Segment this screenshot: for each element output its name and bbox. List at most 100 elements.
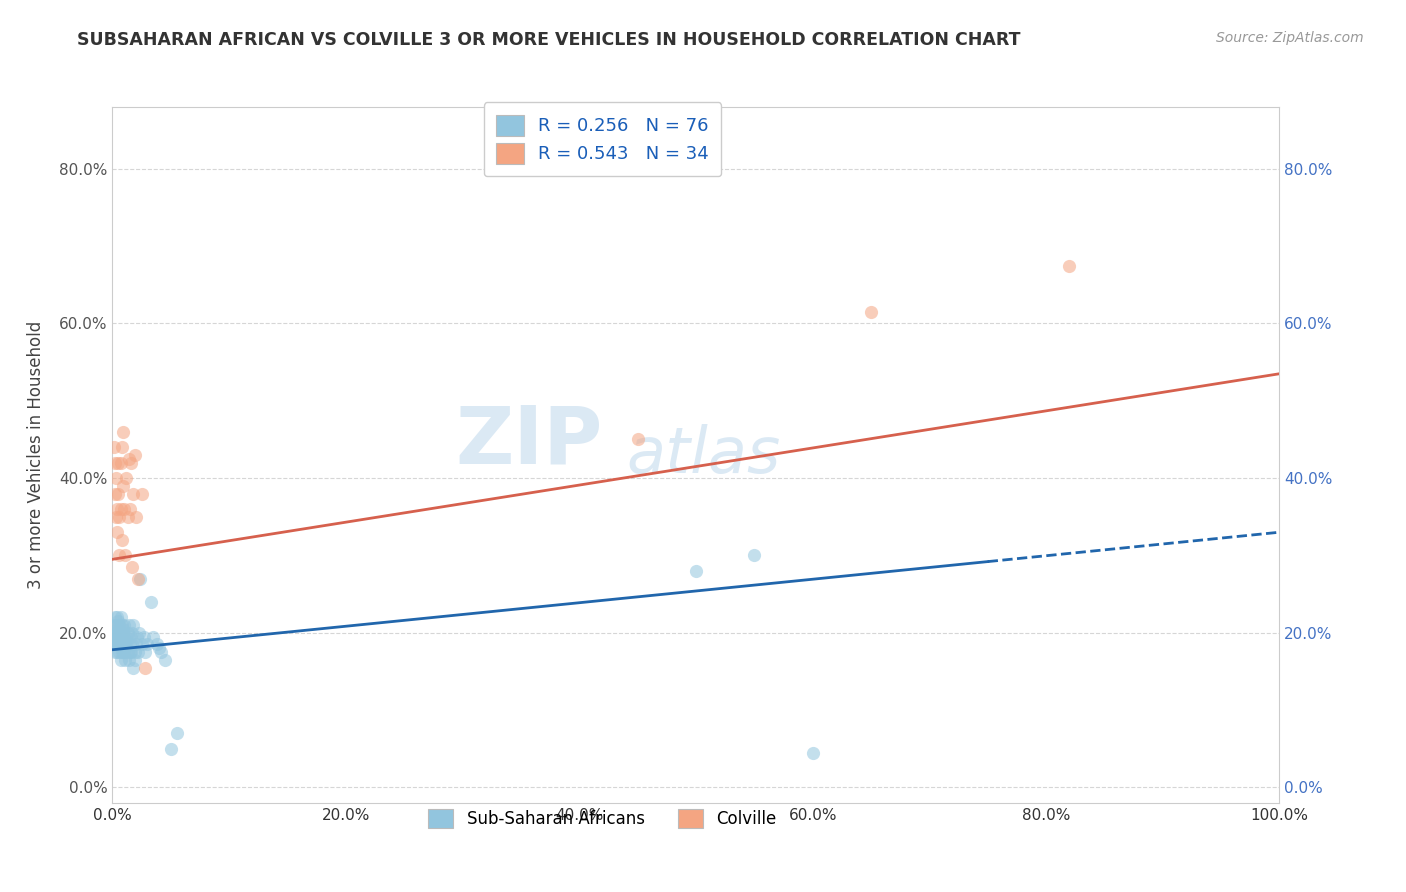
- Point: [112, 630, 135, 644]
- Point: [131, 486, 153, 500]
- Point: [111, 645, 134, 659]
- Point: [153, 653, 176, 667]
- Point: [112, 645, 135, 659]
- Text: SUBSAHARAN AFRICAN VS COLVILLE 3 OR MORE VEHICLES IN HOUSEHOLD CORRELATION CHART: SUBSAHARAN AFRICAN VS COLVILLE 3 OR MORE…: [77, 31, 1021, 49]
- Y-axis label: 3 or more Vehicles in Household: 3 or more Vehicles in Household: [27, 321, 45, 589]
- Point: [111, 622, 134, 636]
- Point: [121, 637, 143, 651]
- Point: [117, 509, 139, 524]
- Point: [146, 637, 169, 651]
- Point: [105, 645, 128, 659]
- Point: [104, 618, 127, 632]
- Point: [111, 625, 134, 640]
- Point: [111, 645, 134, 659]
- Point: [105, 622, 128, 636]
- Point: [1059, 259, 1081, 273]
- Point: [111, 479, 134, 493]
- Point: [118, 618, 141, 632]
- Point: [104, 456, 127, 470]
- Point: [124, 653, 146, 667]
- Point: [120, 645, 142, 659]
- Point: [107, 456, 129, 470]
- Point: [108, 622, 131, 636]
- Point: [150, 645, 173, 659]
- Point: [125, 509, 148, 524]
- Point: [118, 502, 141, 516]
- Point: [111, 533, 134, 547]
- Point: [112, 502, 135, 516]
- Point: [142, 630, 165, 644]
- Point: [127, 572, 149, 586]
- Point: [107, 630, 129, 644]
- Point: [118, 637, 141, 651]
- Point: [103, 630, 125, 644]
- Point: [124, 645, 146, 659]
- Point: [105, 633, 128, 648]
- Point: [110, 610, 132, 624]
- Point: [105, 502, 128, 516]
- Point: [122, 618, 145, 632]
- Point: [110, 653, 132, 667]
- Point: [104, 486, 127, 500]
- Point: [108, 645, 131, 659]
- Point: [120, 456, 142, 470]
- Point: [111, 440, 134, 454]
- Point: [115, 637, 138, 651]
- Text: atlas: atlas: [626, 424, 780, 486]
- Point: [105, 610, 128, 624]
- Point: [127, 645, 149, 659]
- Point: [111, 618, 134, 632]
- Point: [129, 572, 152, 586]
- Text: Source: ZipAtlas.com: Source: ZipAtlas.com: [1216, 31, 1364, 45]
- Point: [104, 471, 127, 485]
- Point: [107, 614, 129, 628]
- Point: [134, 645, 156, 659]
- Point: [107, 637, 129, 651]
- Point: [111, 637, 134, 651]
- Point: [104, 637, 127, 651]
- Point: [114, 549, 136, 563]
- Point: [111, 630, 134, 644]
- Point: [160, 741, 183, 756]
- Point: [112, 618, 135, 632]
- Point: [104, 637, 127, 651]
- Point: [136, 637, 159, 651]
- Point: [108, 618, 131, 632]
- Point: [139, 595, 162, 609]
- Point: [121, 560, 143, 574]
- Point: [115, 630, 138, 644]
- Point: [107, 633, 129, 648]
- Point: [118, 451, 141, 466]
- Point: [124, 448, 146, 462]
- Point: [108, 549, 131, 563]
- Point: [111, 425, 134, 439]
- Point: [120, 630, 142, 644]
- Point: [117, 645, 139, 659]
- Point: [115, 471, 138, 485]
- Point: [166, 726, 188, 740]
- Point: [108, 630, 131, 644]
- Point: [104, 610, 127, 624]
- Point: [128, 625, 150, 640]
- Point: [103, 625, 125, 640]
- Point: [110, 456, 132, 470]
- Point: [108, 509, 131, 524]
- Point: [110, 633, 132, 648]
- Point: [105, 525, 128, 540]
- Point: [104, 633, 127, 648]
- Point: [627, 433, 650, 447]
- Point: [131, 637, 153, 651]
- Point: [122, 660, 145, 674]
- Point: [125, 637, 148, 651]
- Point: [104, 625, 127, 640]
- Point: [132, 630, 155, 644]
- Point: [110, 502, 132, 516]
- Point: [107, 486, 129, 500]
- Point: [104, 509, 127, 524]
- Point: [114, 637, 136, 651]
- Text: ZIP: ZIP: [456, 402, 603, 480]
- Point: [118, 645, 141, 659]
- Point: [744, 549, 766, 563]
- Point: [125, 630, 148, 644]
- Point: [112, 637, 135, 651]
